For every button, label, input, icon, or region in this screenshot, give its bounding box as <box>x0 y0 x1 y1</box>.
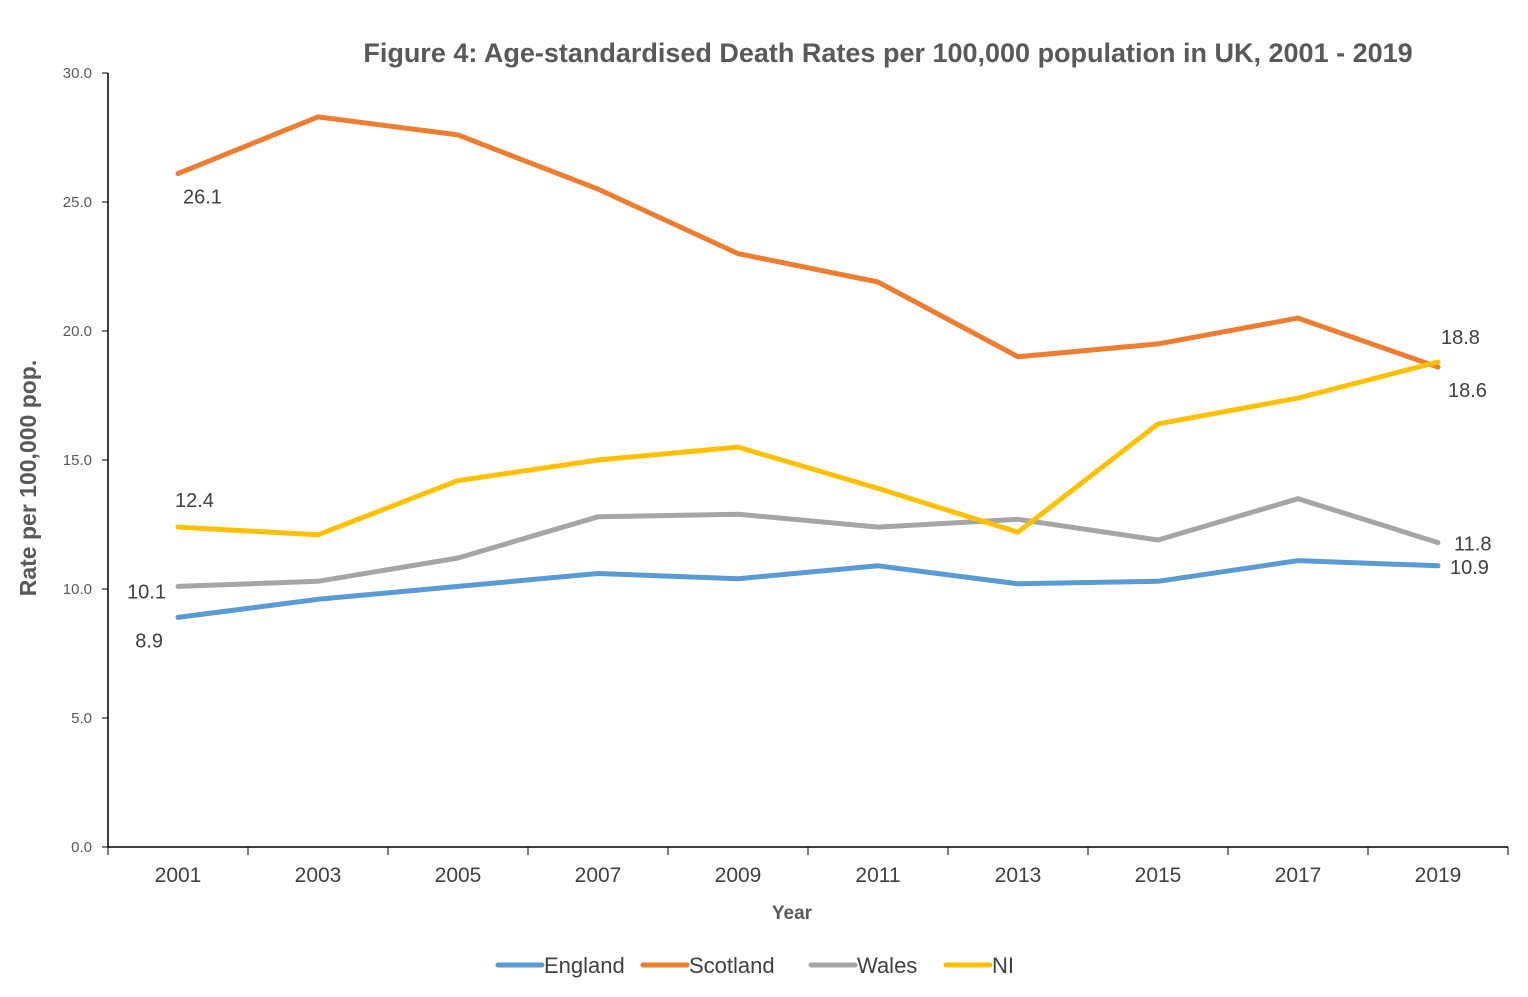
y-tick-label: 25.0 <box>63 194 92 211</box>
y-tick-label: 20.0 <box>63 323 92 340</box>
series-lines <box>175 114 1441 620</box>
x-axis-title: Year <box>772 903 813 924</box>
x-tick-label: 2019 <box>1415 864 1462 887</box>
series-line-england <box>175 558 1441 620</box>
series-line-scotland <box>175 114 1441 370</box>
y-axis-title: Rate per 100,000 pop. <box>15 360 41 597</box>
data-label: 18.6 <box>1448 380 1487 402</box>
legend-label-wales: Wales <box>857 953 917 978</box>
x-tick-label: 2017 <box>1275 864 1322 887</box>
y-tick-label: 5.0 <box>71 710 92 727</box>
x-tick-label: 2007 <box>575 864 622 887</box>
x-tick-label: 2011 <box>855 864 900 887</box>
data-labels: 26.1 12.4 10.1 8.9 18.8 18.6 11.810.9 <box>127 187 1491 653</box>
legend-label-scotland: Scotland <box>689 953 775 978</box>
data-label: 8.9 <box>135 630 163 652</box>
x-tick-label: 2015 <box>1135 864 1182 887</box>
legend-label-england: England <box>544 953 625 978</box>
legend: England Scotland Wales NI <box>495 953 1014 978</box>
data-label: 18.8 <box>1441 327 1480 349</box>
data-label: 10.9 <box>1450 557 1489 579</box>
axes: 0.0 5.0 10.0 15.0 20.0 25.0 30.0 2001 2003 2005 20… <box>63 65 1509 887</box>
y-tick-label: 10.0 <box>63 581 92 598</box>
chart-title: Figure 4: Age-standardised Death Rates p… <box>363 38 1412 68</box>
x-tick-label: 2003 <box>295 864 342 887</box>
data-label: 11.8 <box>1454 534 1491 556</box>
x-tick-label: 2001 <box>155 864 202 887</box>
data-label: 10.1 <box>127 581 166 603</box>
y-tick-label: 30.0 <box>63 65 92 82</box>
x-tick-label: 2005 <box>435 864 482 887</box>
series-line-ni <box>175 359 1441 538</box>
y-tick-label: 0.0 <box>71 839 92 856</box>
series-line-wales <box>175 496 1441 589</box>
y-tick-label: 15.0 <box>63 452 92 469</box>
legend-label-ni: NI <box>992 953 1014 978</box>
x-tick-label: 2013 <box>995 864 1042 887</box>
data-label: 12.4 <box>175 490 214 512</box>
x-tick-label: 2009 <box>715 864 762 887</box>
data-label: 26.1 <box>183 187 222 209</box>
